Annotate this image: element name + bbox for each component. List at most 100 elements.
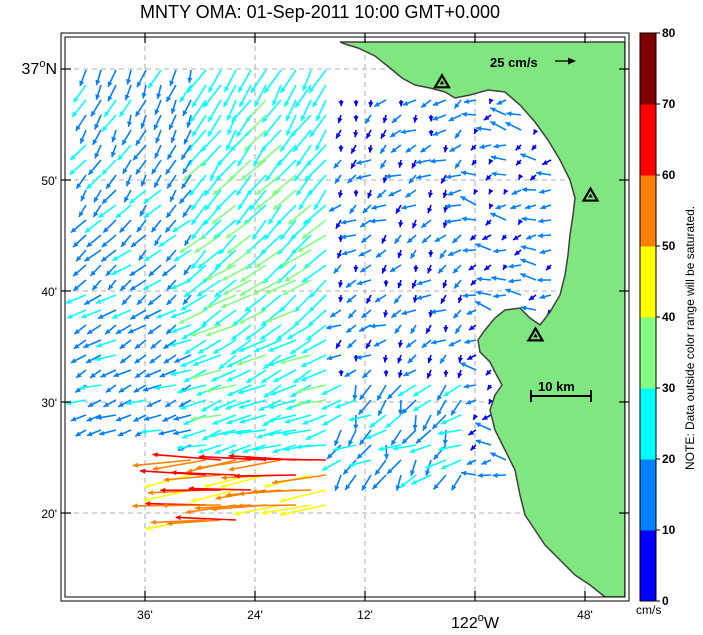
current-arrow bbox=[197, 249, 222, 269]
latitude-labels: 37oN 50' 40' 30' 20' bbox=[22, 58, 57, 521]
current-arrow bbox=[321, 384, 342, 396]
current-arrow bbox=[489, 452, 507, 461]
current-arrow bbox=[183, 234, 192, 247]
current-arrow bbox=[388, 189, 402, 197]
current-arrow bbox=[267, 204, 282, 225]
current-arrow bbox=[374, 294, 387, 303]
current-arrow bbox=[236, 114, 252, 138]
current-arrow bbox=[279, 129, 297, 152]
current-arrow bbox=[237, 503, 297, 509]
current-arrow bbox=[359, 264, 372, 273]
current-arrow bbox=[164, 159, 177, 175]
current-arrow bbox=[473, 188, 479, 195]
current-arrow bbox=[192, 354, 222, 366]
current-arrow bbox=[338, 234, 344, 242]
current-arrow bbox=[398, 99, 404, 107]
current-arrow bbox=[346, 294, 357, 304]
current-arrow bbox=[272, 444, 297, 454]
current-arrow bbox=[170, 99, 177, 114]
current-arrow bbox=[344, 369, 357, 378]
current-arrow bbox=[119, 339, 132, 350]
current-arrow bbox=[152, 459, 207, 472]
current-arrow bbox=[493, 143, 507, 149]
current-arrow bbox=[169, 189, 177, 203]
current-arrow bbox=[163, 474, 222, 483]
longitude-labels: 36' 24' 12' 122oW 48' bbox=[137, 608, 593, 632]
current-arrow bbox=[371, 474, 387, 490]
current-arrow bbox=[154, 384, 177, 391]
current-arrow bbox=[111, 309, 132, 319]
current-arrow bbox=[440, 174, 447, 184]
current-arrow bbox=[239, 414, 267, 424]
current-vectors bbox=[65, 69, 553, 531]
current-arrow bbox=[107, 84, 117, 102]
current-arrow bbox=[129, 189, 147, 205]
current-arrow bbox=[115, 324, 132, 335]
current-arrow bbox=[381, 234, 387, 244]
scale-arrow-label: 25 cm/s bbox=[490, 55, 538, 70]
current-arrow bbox=[476, 276, 492, 282]
current-arrow bbox=[452, 309, 462, 319]
current-arrow bbox=[176, 384, 207, 394]
current-arrow bbox=[438, 444, 462, 452]
current-arrow bbox=[212, 339, 237, 355]
current-arrow bbox=[357, 399, 372, 415]
current-arrow bbox=[466, 309, 477, 316]
current-arrow bbox=[256, 144, 282, 167]
current-arrow bbox=[251, 219, 267, 240]
current-arrow bbox=[459, 362, 477, 371]
current-arrow bbox=[261, 504, 312, 516]
current-arrow bbox=[415, 159, 432, 165]
current-arrow bbox=[110, 264, 132, 276]
current-arrow bbox=[365, 429, 387, 440]
current-arrow bbox=[356, 279, 372, 286]
current-arrow bbox=[142, 384, 162, 392]
current-arrow bbox=[454, 159, 462, 170]
current-arrow bbox=[432, 129, 447, 136]
current-arrow bbox=[459, 195, 477, 206]
current-arrow bbox=[72, 279, 87, 292]
current-arrow bbox=[201, 399, 222, 413]
current-arrow bbox=[471, 159, 478, 166]
current-arrow bbox=[154, 99, 162, 116]
current-arrow bbox=[75, 174, 87, 190]
current-arrow bbox=[376, 189, 387, 199]
current-arrow bbox=[142, 279, 162, 291]
lat-label-4: 20' bbox=[41, 507, 57, 521]
current-arrow bbox=[470, 144, 477, 151]
current-arrow bbox=[234, 473, 297, 479]
current-arrow bbox=[383, 309, 389, 318]
current-arrow bbox=[379, 159, 387, 170]
current-arrow bbox=[353, 264, 359, 272]
current-arrow bbox=[473, 128, 479, 135]
current-arrow bbox=[296, 384, 327, 394]
current-arrow bbox=[70, 354, 87, 364]
current-arrow bbox=[447, 249, 462, 257]
current-arrow bbox=[180, 399, 207, 410]
current-arrow bbox=[439, 354, 447, 365]
current-arrow bbox=[107, 69, 117, 88]
current-arrow bbox=[89, 264, 102, 277]
current-arrow bbox=[117, 144, 132, 161]
current-arrow bbox=[297, 234, 327, 253]
current-arrow bbox=[415, 174, 432, 180]
current-arrow bbox=[485, 369, 492, 376]
current-arrow bbox=[432, 474, 447, 490]
current-arrow bbox=[105, 174, 117, 190]
current-arrow bbox=[301, 219, 327, 240]
current-arrow bbox=[350, 159, 357, 169]
current-arrow bbox=[405, 144, 417, 153]
current-arrow bbox=[436, 399, 447, 416]
current-arrow bbox=[164, 399, 177, 408]
current-arrow bbox=[345, 279, 357, 289]
lat-label-2: 40' bbox=[41, 285, 57, 299]
current-arrow bbox=[169, 69, 177, 87]
current-arrow bbox=[410, 459, 417, 476]
current-arrow bbox=[168, 114, 177, 131]
current-arrow bbox=[338, 294, 344, 303]
current-arrow bbox=[443, 144, 449, 153]
current-arrow bbox=[197, 444, 222, 454]
current-arrow bbox=[280, 354, 312, 365]
current-arrow bbox=[121, 129, 132, 146]
